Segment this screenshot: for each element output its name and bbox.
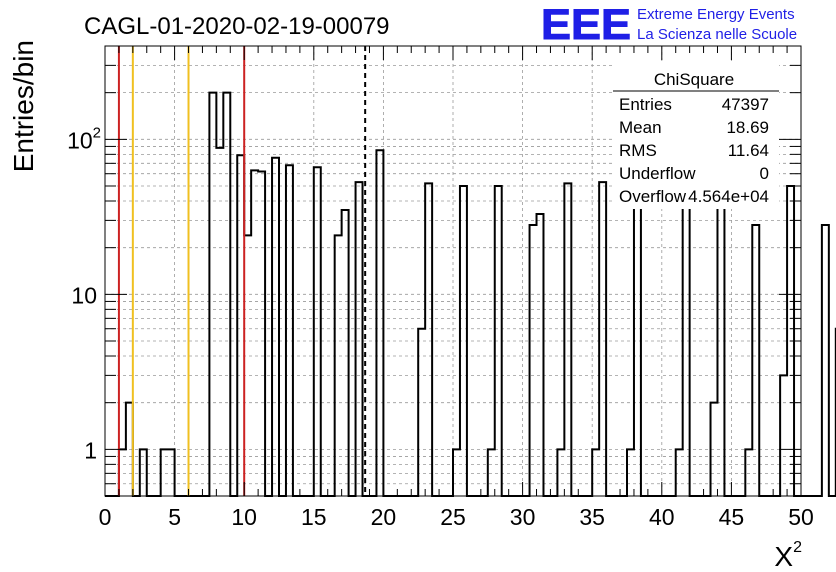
chart-title: CAGL-01-2020-02-19-00079 <box>84 13 390 40</box>
eee-logo-text: EEE <box>541 1 631 49</box>
histogram-bin <box>314 167 321 496</box>
histogram-bin <box>822 225 829 496</box>
stats-label: Overflow <box>619 187 687 206</box>
histogram-bin <box>244 235 251 496</box>
x-tick-label: 0 <box>99 504 112 530</box>
x-tick-label: 30 <box>510 504 536 530</box>
stats-value: 4.564e+04 <box>688 187 769 206</box>
x-axis-label: X2 <box>774 539 802 572</box>
stats-box: ChiSquare Entries 47397 Mean 18.69 RMS 11.64 U… <box>613 64 779 209</box>
eee-logo-line2: La Scienza nelle Scuole <box>637 26 797 43</box>
stats-label: Entries <box>619 95 672 114</box>
x-tick-label: 20 <box>371 504 397 530</box>
eee-logo: EEE Extreme Energy Events La Scienza nel… <box>541 1 798 50</box>
x-tick-label: 50 <box>788 504 814 530</box>
histogram-bin <box>418 329 425 496</box>
stats-value: 11.64 <box>728 141 769 160</box>
histogram-bin <box>237 155 244 496</box>
stats-name: ChiSquare <box>654 70 734 89</box>
x-tick-label: 25 <box>440 504 466 530</box>
y-tick-label-exp: 2 <box>93 124 101 141</box>
histogram-bin <box>752 225 759 496</box>
stats-value: 47397 <box>722 95 769 114</box>
histogram-bin <box>356 182 363 496</box>
stats-value: 0 <box>760 164 769 183</box>
stats-label: Underflow <box>619 164 696 183</box>
y-tick-label: 1 <box>84 437 97 463</box>
histogram-bin <box>376 150 383 496</box>
stats-label: RMS <box>619 141 657 160</box>
stats-label: Mean <box>619 118 662 137</box>
grid-lines <box>105 46 801 496</box>
x-tick-label: 45 <box>719 504 745 530</box>
x-tick-label: 10 <box>231 504 257 530</box>
stats-value: 18.69 <box>726 118 769 137</box>
axis-ticks <box>104 46 802 496</box>
y-axis-label: Entries/bin <box>8 40 39 172</box>
histogram-bin <box>335 235 342 496</box>
y-tick-label: 10 <box>71 282 97 308</box>
histogram-bin <box>251 170 258 496</box>
x-axis-label-main: X <box>774 541 793 572</box>
reference-lines <box>117 46 367 496</box>
x-tick-label: 5 <box>168 504 181 530</box>
histogram-bin <box>342 210 349 496</box>
x-tick-label: 40 <box>649 504 675 530</box>
y-tick-label: 102 <box>67 124 101 153</box>
histogram-bin <box>537 214 544 496</box>
x-tick-label: 15 <box>301 504 327 530</box>
x-tick-label: 35 <box>579 504 605 530</box>
stats-box-mask <box>613 64 779 209</box>
histogram-bin <box>216 148 223 496</box>
eee-logo-line1: Extreme Energy Events <box>637 6 795 23</box>
histogram-bin <box>286 165 293 496</box>
histogram-bin <box>780 375 787 496</box>
histogram-bin <box>272 158 279 496</box>
histogram-bin <box>599 182 606 496</box>
y-tick-label-base: 10 <box>67 127 93 153</box>
histogram-bin <box>530 225 537 496</box>
x-axis-label-sup: 2 <box>793 539 802 556</box>
